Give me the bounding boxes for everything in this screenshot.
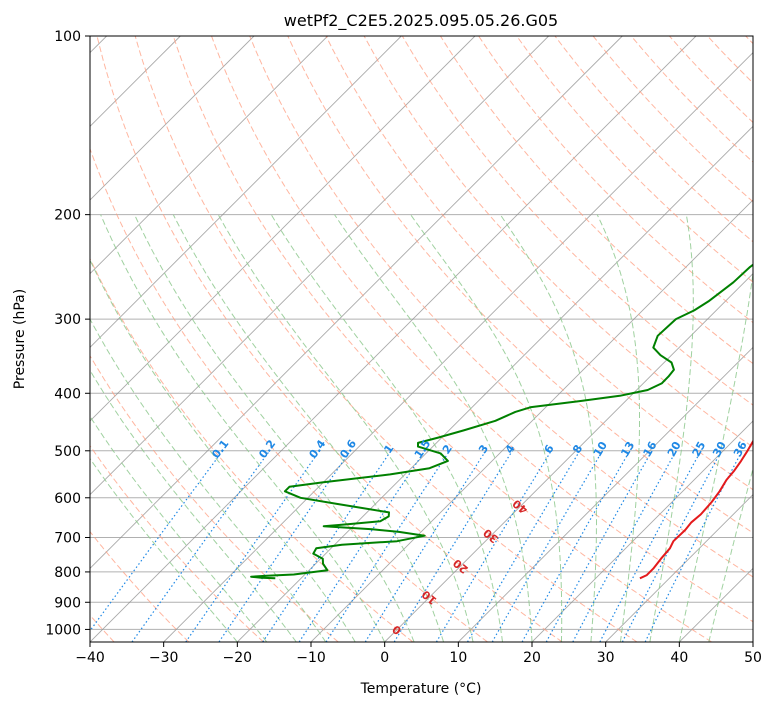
mixing-ratio-label: 25 xyxy=(690,439,709,459)
y-tick-label: 600 xyxy=(54,491,81,507)
mixing-ratio-line xyxy=(90,450,224,632)
isotherm-line xyxy=(90,36,549,496)
x-tick-label: −10 xyxy=(296,650,326,666)
moist-adiabat-line xyxy=(217,214,474,642)
dry-adiabat-line xyxy=(96,36,563,642)
x-tick-label: 10 xyxy=(449,650,467,666)
isotherm-line xyxy=(458,346,753,642)
moist-adiabat-line xyxy=(134,214,415,642)
plot-area xyxy=(90,36,753,642)
y-tick-label: 800 xyxy=(54,565,81,581)
temperature-line xyxy=(639,439,753,580)
dry-adiabat-line xyxy=(90,354,339,642)
mixing-ratio-line xyxy=(545,450,653,642)
y-axis-ticks: 100 200 300 400 500 600 700 800 900 1000 xyxy=(45,29,90,638)
x-tick-label: 30 xyxy=(597,650,615,666)
sounding-series xyxy=(250,263,753,580)
x-tick-label: −30 xyxy=(149,650,179,666)
pressure-gridlines xyxy=(90,36,753,630)
x-axis-ticks: −40 −30 −20 −10 0 10 20 30 40 50 xyxy=(75,642,762,666)
isotherm-line xyxy=(90,36,255,201)
isotherm-line xyxy=(90,36,697,642)
isotherm-line xyxy=(90,36,623,569)
moist-adiabat-line xyxy=(678,269,753,642)
dry-adiabat-line xyxy=(211,36,753,623)
x-tick-label: 20 xyxy=(523,650,541,666)
mixing-ratio-lines xyxy=(90,450,743,642)
x-tick-label: 40 xyxy=(670,650,688,666)
x-axis-label: Temperature (°C) xyxy=(360,681,482,697)
moist-adiabat-line xyxy=(649,214,694,642)
mixing-ratio-line xyxy=(218,450,351,642)
moist-adiabat-line xyxy=(90,415,268,642)
mixing-ratio-line xyxy=(131,450,271,642)
y-tick-label: 900 xyxy=(54,595,81,611)
isotherm-line xyxy=(237,125,753,642)
dry-adiabat-line xyxy=(90,444,264,642)
isotherm-line xyxy=(605,494,753,642)
y-tick-label: 700 xyxy=(54,531,81,547)
isotherm-line xyxy=(384,273,753,642)
mixing-ratio-line xyxy=(364,450,487,642)
y-tick-label: 300 xyxy=(54,312,81,328)
moist-adiabat-line xyxy=(270,214,503,642)
isotherm-line xyxy=(90,36,476,422)
moist-adiabat-line xyxy=(90,318,327,642)
dry-adiabat-line xyxy=(439,36,753,365)
isotherm-line xyxy=(90,36,328,275)
mixing-ratio-label: 36 xyxy=(731,439,750,459)
dry-adiabat-line xyxy=(287,36,753,534)
y-tick-label: 100 xyxy=(54,29,81,45)
dewpoint-line xyxy=(250,263,753,580)
x-tick-label: 0 xyxy=(380,650,389,666)
dry-adiabat-line xyxy=(249,36,753,578)
moist-adiabat-line xyxy=(410,214,563,642)
dry-adiabat-line xyxy=(134,36,638,642)
mixing-ratio-line xyxy=(185,450,321,642)
x-tick-label: 50 xyxy=(744,650,762,666)
dry-adiabat-line xyxy=(90,257,414,642)
y-axis-label: Pressure (hPa) xyxy=(12,289,28,389)
dry-adiabats xyxy=(90,36,753,642)
dry-adiabat-line xyxy=(90,530,190,642)
x-tick-label: −40 xyxy=(75,650,105,666)
moist-adiabat-line xyxy=(90,258,356,642)
isotherm-line xyxy=(90,36,402,348)
moist-adiabat-line xyxy=(596,214,640,642)
moist-adiabat-line xyxy=(90,369,297,642)
mixing-ratio-line xyxy=(572,450,677,642)
moist-adiabats xyxy=(90,214,753,642)
moist-adiabat-line xyxy=(334,214,533,642)
isotherm-line xyxy=(531,420,753,642)
mixing-ratio-line xyxy=(599,450,702,642)
mixing-ratio-line xyxy=(521,450,631,642)
isotherm-line xyxy=(163,52,753,642)
y-tick-label: 500 xyxy=(54,444,81,460)
moist-adiabat-line xyxy=(708,466,753,642)
moist-adiabat-line xyxy=(172,214,445,642)
plot-frame xyxy=(89,35,754,643)
moist-adiabat-line xyxy=(499,214,597,642)
y-tick-label: 400 xyxy=(54,386,81,402)
dry-adiabat-line xyxy=(172,36,712,642)
mixing-ratio-line xyxy=(262,450,392,642)
mixing-ratio-line xyxy=(644,450,743,642)
mixing-ratio-line xyxy=(325,450,451,642)
x-tick-label: −20 xyxy=(223,650,253,666)
mixing-ratio-line xyxy=(298,450,426,642)
skewed-isotherms xyxy=(90,36,753,642)
dry-adiabat-line xyxy=(516,36,753,283)
dry-adiabat-line xyxy=(90,147,488,642)
y-tick-label: 200 xyxy=(54,208,81,224)
y-tick-label: 1000 xyxy=(45,622,81,638)
mixing-ratio-line xyxy=(435,450,552,642)
chart-title: wetPf2_C2E5.2025.095.05.26.G05 xyxy=(284,11,558,31)
moist-adiabat-line xyxy=(90,457,238,642)
dry-adiabat-line xyxy=(401,36,753,406)
